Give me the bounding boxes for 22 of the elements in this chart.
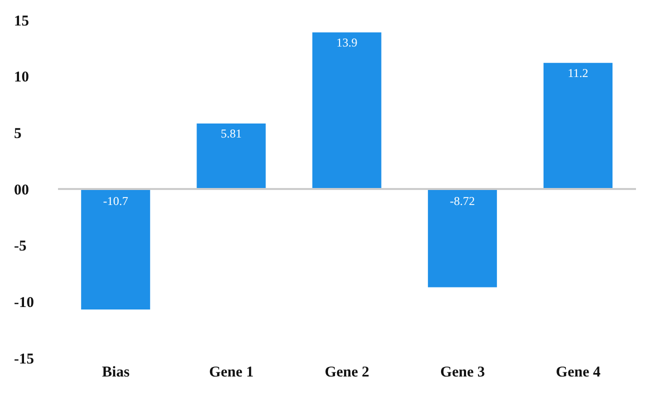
bar [544,62,613,189]
data-label: 11.2 [568,66,588,80]
data-label: 5.81 [220,126,242,141]
data-label: 13.9 [336,35,358,50]
x-tick-label: Gene 2 [324,364,370,381]
bar [312,32,382,189]
x-tick-label: Gene 1 [209,364,254,381]
bar [196,124,266,189]
y-tick-label: 15 [14,13,29,30]
bar [81,189,150,310]
y-tick-label: -5 [14,238,26,255]
y-tick-label: 00 [14,182,29,198]
y-tick-label: -10 [14,294,34,311]
y-tick-label: 5 [14,126,22,142]
data-label: -8.72 [450,194,475,208]
x-tick-label: Gene 4 [556,364,601,381]
y-tick-label: 10 [14,70,29,86]
bar [428,189,497,288]
data-label: -10.7 [103,194,128,208]
x-tick-label: Gene 3 [440,364,485,381]
y-tick-label: -15 [14,351,34,368]
x-tick-label: Bias [102,364,130,381]
